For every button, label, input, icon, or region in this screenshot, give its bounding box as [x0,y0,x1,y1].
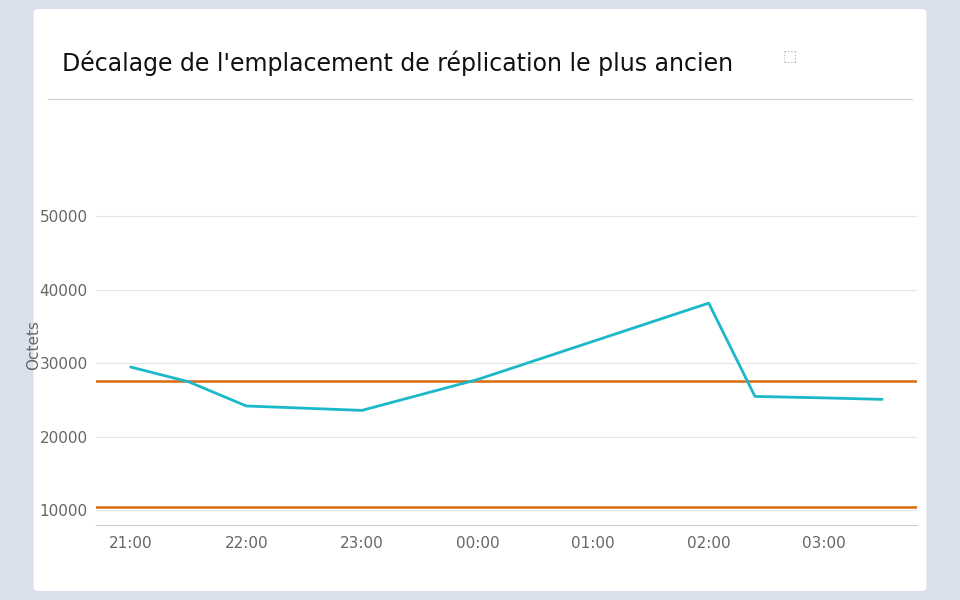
Y-axis label: Octets: Octets [26,320,41,370]
Text: ⬚: ⬚ [782,49,797,64]
Text: Décalage de l'emplacement de réplication le plus ancien: Décalage de l'emplacement de réplication… [62,51,733,76]
